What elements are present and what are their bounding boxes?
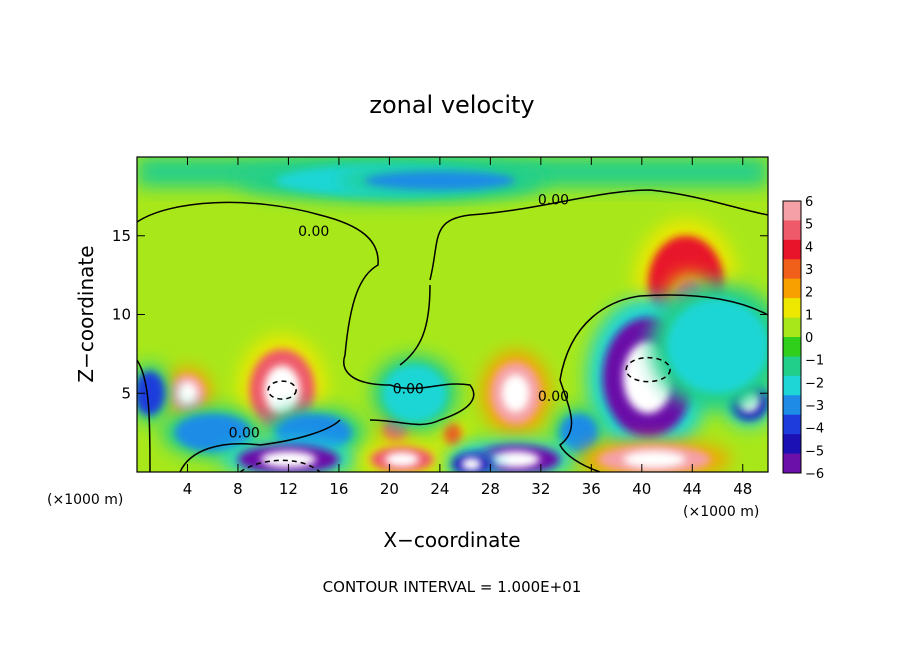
contour-line: [429, 189, 768, 281]
colorbar-label: −2: [805, 376, 824, 391]
x-axis-title: X−coordinate: [383, 528, 520, 552]
contour-line: [399, 284, 431, 366]
heatmap-blob-core: [177, 381, 198, 405]
x-tick-label: 4: [183, 480, 193, 498]
colorbar-swatch: [783, 434, 801, 454]
contour-label: 0.00: [298, 224, 329, 240]
heatmap-blob: [383, 364, 447, 422]
heatmap-blob: [364, 171, 516, 191]
contour-lines: 0.00 0.00 0.00 0.00 0.00: [137, 189, 768, 472]
x-tick-label: 16: [329, 480, 348, 498]
contour-line: [137, 359, 151, 472]
heatmap-blob: [559, 413, 598, 452]
colorbar-swatch: [783, 395, 801, 416]
colorbar-swatch: [783, 201, 801, 221]
heatmap-blob-core: [623, 450, 686, 468]
chart-title: zonal velocity: [369, 91, 534, 119]
colorbar-swatch: [783, 298, 801, 318]
heatmap-blob: [443, 423, 462, 446]
contour-interval: CONTOUR INTERVAL = 1.000E+01: [323, 578, 582, 596]
x-tick-label: 24: [430, 480, 449, 498]
colorbar-label: −4: [805, 422, 824, 437]
contour-line: [559, 294, 768, 381]
y-tick-label: 10: [112, 306, 131, 324]
colorbar: 6 5 4 3 2 1 0 −1 −2 −3 −4 −5 −6: [782, 195, 824, 482]
x-tick-label: 36: [582, 480, 601, 498]
colorbar-label: 2: [805, 286, 813, 301]
colorbar-label: 4: [805, 240, 813, 255]
colorbar-swatch: [783, 453, 801, 474]
colorbar-label: 1: [805, 308, 813, 323]
colorbar-label: 5: [805, 218, 813, 233]
x-tick-label: 20: [380, 480, 399, 498]
contour-label: 0.00: [538, 192, 569, 208]
colorbar-label: −6: [805, 467, 824, 482]
heatmap-blob: [667, 298, 768, 394]
contour-negative: [625, 356, 671, 383]
x-tick-label: 48: [733, 480, 752, 498]
x-unit-right: (×1000 m): [683, 504, 759, 520]
heatmap-blob-core: [384, 451, 420, 467]
contour-label: 0.00: [393, 381, 424, 397]
heatmap-blob-core: [264, 365, 301, 415]
x-tick-label: 44: [683, 480, 702, 498]
colorbar-label: −3: [805, 399, 824, 414]
contour-negative: [239, 459, 321, 472]
x-tick-label: 12: [279, 480, 298, 498]
colorbar-label: 0: [805, 331, 813, 346]
contour-line: [137, 201, 475, 426]
x-tick-label: 40: [632, 480, 651, 498]
colorbar-label: 6: [805, 195, 813, 210]
x-tick-label: 32: [531, 480, 550, 498]
heatmap-blob-core: [491, 450, 540, 468]
plot-area: [137, 157, 768, 472]
colorbar-label: −1: [805, 354, 824, 369]
colorbar-swatch: [783, 278, 801, 299]
colorbar-swatch: [783, 317, 801, 338]
colorbar-swatch: [783, 375, 801, 396]
contour-negative: [267, 380, 297, 400]
heatmap-blob: [174, 413, 251, 452]
contour-label: 0.00: [229, 425, 260, 441]
colorbar-label: −5: [805, 444, 824, 459]
colorbar-swatch: [783, 414, 801, 435]
colorbar-swatch: [783, 356, 801, 377]
colorbar-label: 3: [805, 263, 813, 278]
colorbar-frame: [782, 200, 802, 474]
y-tick-label: 5: [121, 384, 131, 402]
heatmap-blob-core: [501, 374, 530, 413]
heatmap-blob: [137, 371, 165, 416]
colorbar-swatch: [783, 220, 801, 241]
x-unit-left: (×1000 m): [47, 492, 123, 508]
y-tick-label: 15: [112, 227, 131, 245]
heatmap-blob-core: [461, 457, 482, 471]
colorbar-swatch: [783, 239, 801, 260]
x-tick-label: 28: [481, 480, 500, 498]
colorbar-swatch: [783, 337, 801, 357]
x-tick-label: 8: [233, 480, 243, 498]
colorbar-swatch: [783, 259, 801, 280]
contour-line: [179, 419, 341, 472]
contour-label: 0.00: [538, 389, 569, 405]
y-axis-title: Z−coordinate: [74, 245, 98, 382]
contour-line: [559, 379, 601, 472]
